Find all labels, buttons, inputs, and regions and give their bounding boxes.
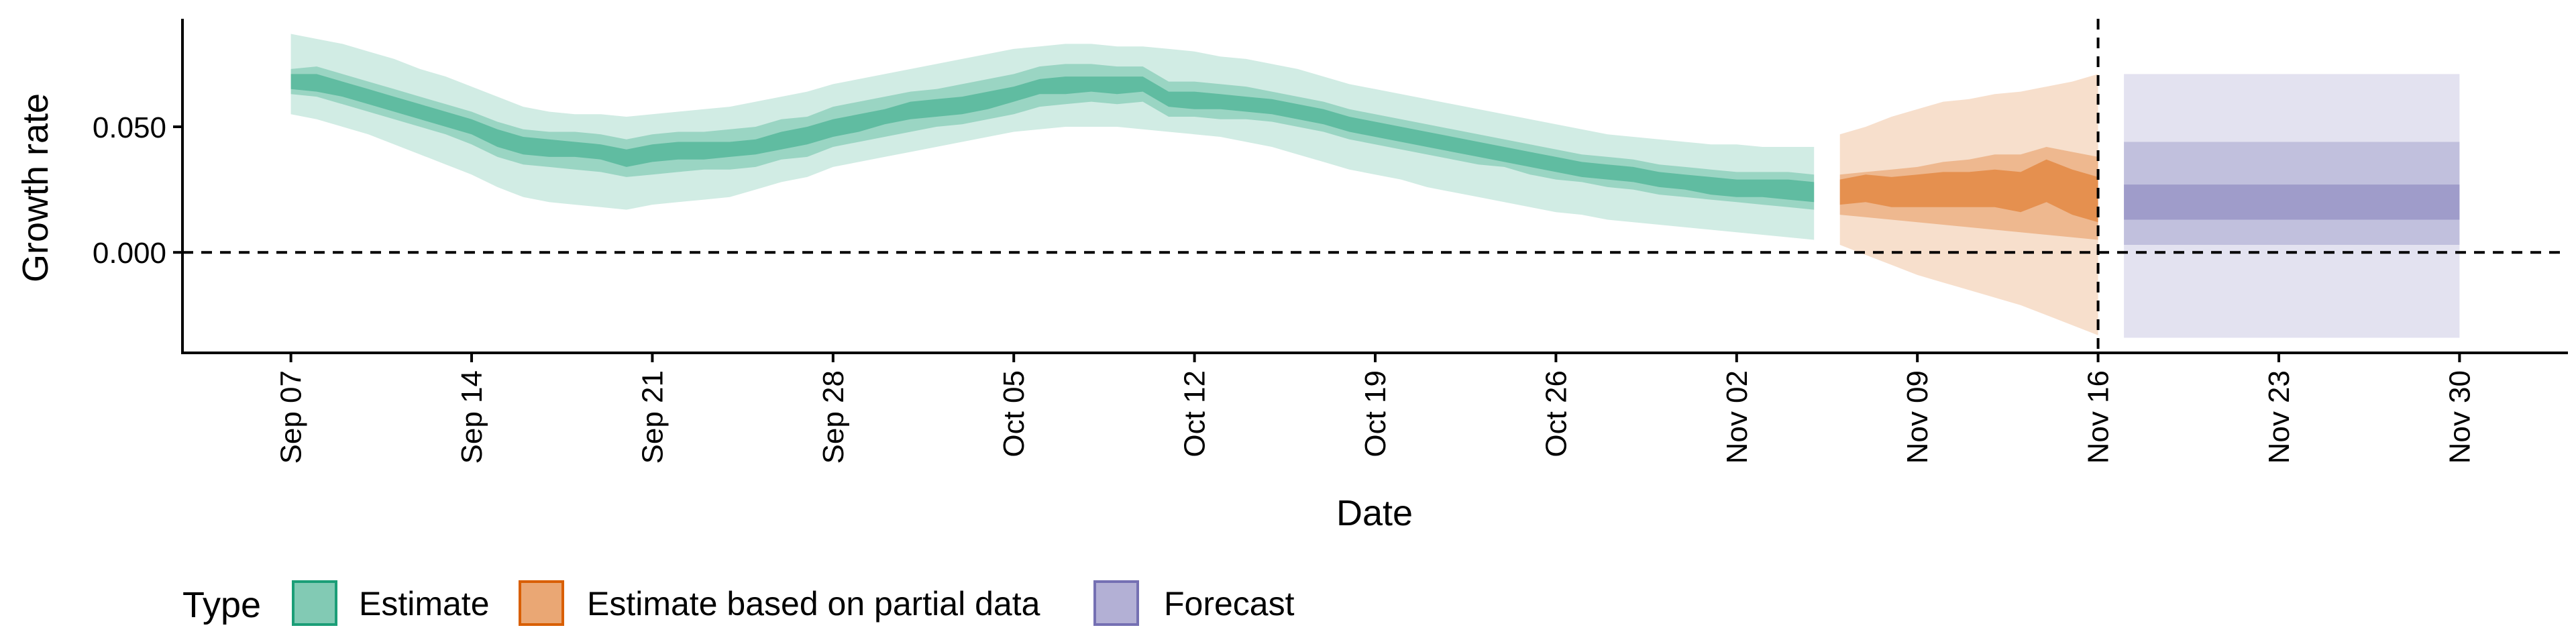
x-tick-label: Nov 16 <box>2082 370 2115 464</box>
legend-swatch <box>292 580 337 626</box>
ribbon-ci50 <box>1839 147 2098 240</box>
legend-label: Forecast <box>1164 585 1295 623</box>
x-tick-label: Sep 14 <box>455 370 488 464</box>
x-tick-label: Sep 21 <box>636 370 669 464</box>
x-tick-label: Oct 19 <box>1359 370 1392 458</box>
x-tick-label: Nov 23 <box>2263 370 2296 464</box>
legend-label: Estimate <box>359 585 490 623</box>
legend-swatch <box>519 580 564 626</box>
ribbon-ci90 <box>2124 74 2460 338</box>
legend-swatch <box>1093 580 1139 626</box>
ribbon-ci90 <box>290 34 1815 240</box>
legend-item: Forecast <box>1093 580 1295 626</box>
x-axis-ticks: Sep 07 Sep 14 Sep 21 Sep 28 Oct 05 Oct 12 Oct … <box>275 353 2476 464</box>
y-axis-label: Growth rate <box>15 93 56 282</box>
ribbon-ci20 <box>1839 159 2098 223</box>
x-axis-label: Date <box>1336 493 1413 533</box>
ribbon-ci50 <box>290 64 1815 210</box>
x-tick-label: Oct 05 <box>998 370 1030 458</box>
ribbon-ci50 <box>2124 142 2460 245</box>
x-tick-label: Oct 26 <box>1540 370 1572 458</box>
legend-label: Estimate based on partial data <box>587 585 1040 623</box>
series-0 <box>290 34 1815 240</box>
x-tick-label: Sep 28 <box>817 370 850 464</box>
legend: Type Estimate Estimate based on partial d… <box>182 580 1295 626</box>
y-tick-label: 0.050 <box>93 111 166 144</box>
x-tick-label: Nov 09 <box>1901 370 1934 464</box>
x-tick-label: Nov 02 <box>1721 370 1754 464</box>
legend-item: Estimate based on partial data <box>519 580 1040 626</box>
series-1 <box>1839 74 2098 335</box>
y-tick-label: 0.000 <box>93 237 166 270</box>
legend-title: Type <box>182 585 261 625</box>
ribbon-ci20 <box>2124 184 2460 220</box>
legend-item: Estimate <box>292 580 490 626</box>
x-tick-label: Sep 07 <box>275 370 308 464</box>
y-axis-ticks: 0.000 0.050 <box>93 111 182 270</box>
x-tick-label: Nov 30 <box>2443 370 2476 464</box>
ribbon-ci90 <box>1839 74 2098 335</box>
series-2 <box>2124 74 2460 338</box>
reference-lines <box>182 19 2568 353</box>
ribbon-layer <box>290 34 2460 338</box>
x-tick-label: Oct 12 <box>1179 370 1212 458</box>
